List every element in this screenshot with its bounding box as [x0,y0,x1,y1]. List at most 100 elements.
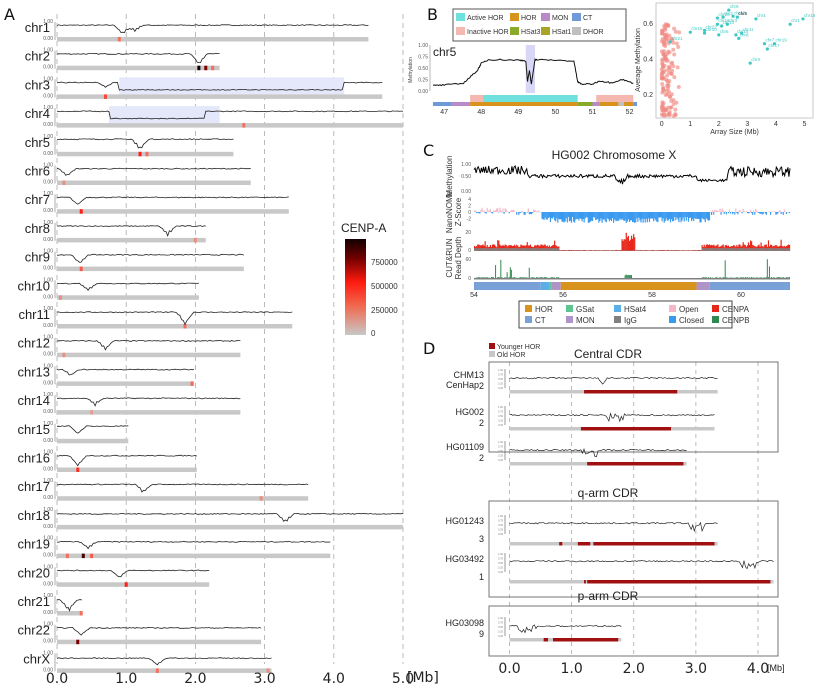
zscore-bar [655,212,657,221]
group-title: p-arm CDR [578,589,639,603]
cenpa-bar [505,244,507,251]
x-tick-label: 1.0 [115,671,137,686]
legend-label: Active HOR [467,15,504,22]
y-axis-label: NanoNOMe [445,190,454,233]
cenpa-bar [775,245,777,251]
younger-hor-segment [577,542,591,546]
legend-label: Old HOR [497,352,525,359]
cenpa-enrichment-mark [197,65,201,71]
zscore-bar [745,211,747,212]
cenpa-bar [583,250,585,251]
cenpa-bar [738,244,740,251]
younger-hor-bar [587,580,771,584]
igg-bar [505,248,507,251]
younger-hor-segment [543,638,549,642]
y-tick-label: 1.00 [43,19,53,25]
scatter-point-active [702,31,707,35]
zscore-bar [646,212,648,223]
chromosome-label: chr14 [17,393,50,408]
igg-bar [551,248,554,251]
igg-bar [529,248,532,251]
zscore-bar [613,212,615,223]
zscore-bar [503,212,505,214]
methylation-line [56,81,383,91]
cenpa-bar [481,245,483,251]
zscore-bar [597,212,599,220]
cenpa-bar [760,242,762,251]
scatter-point-active [772,42,777,46]
scatter-point-active [688,30,692,34]
cenpa-bar [701,245,703,251]
scatter-point-label: chr8 [740,32,749,37]
scatter-point-inactive [673,112,678,117]
zscore-bar [737,212,739,215]
hor-array-bar [57,524,403,530]
panel-b-letter: B [427,5,438,24]
zscore-bar [648,212,651,222]
chromosome-label: chr9 [25,250,50,265]
zscore-bar [564,212,566,222]
zscore-bar [659,212,661,218]
y-tick-label: 0.00 [43,122,53,128]
zscore-bar [567,212,569,217]
zscore-bar [593,212,595,218]
zscore-bar [638,212,640,218]
cenpb-bar [509,267,511,279]
zscore-bar [605,212,607,223]
zscore-bar [498,212,500,213]
igg-bar [497,248,499,251]
zscore-bar [595,212,597,221]
igg-bar [509,248,512,251]
zscore-bar [484,212,486,214]
igg-bar [771,248,773,251]
scatter-point-label: chr7 [765,38,774,43]
igg-bar [780,248,782,251]
legend-item: Closed [669,316,704,325]
legend-label: MON [576,316,595,325]
zscore-bar [716,210,718,212]
cenpa-bar [555,245,557,251]
scatter-point-inactive [672,52,677,57]
igg-bar [719,248,721,251]
igg-bar [781,248,783,251]
zscore-bar [723,212,725,214]
cenpa-enrichment-mark [138,151,142,157]
methylation-line [56,110,404,120]
cenpb-bar [627,274,629,279]
igg-bar [736,248,738,251]
scatter-point-active [801,17,805,21]
zscore-bar [495,210,497,212]
methylation-line [56,311,293,326]
scatter-point-inactive [669,99,674,103]
hor-array-bar [57,65,220,71]
scatter-point-label: chr14 [737,29,749,34]
zscore-bar [546,212,548,220]
zscore-bar [788,212,791,214]
y-tick-label: 0.00 [43,93,53,99]
zscore-bar [543,212,545,220]
scatter-point-label: chr15 [691,26,703,31]
y-tick-label: 1.00 [43,191,53,197]
y-tick-label: 0.25 [498,567,503,570]
cenpa-bar [477,244,479,251]
igg-bar [728,248,731,251]
methylation-line [56,425,129,434]
haplotype-number: 3 [479,534,484,544]
zscore-bar [676,212,678,218]
scatter-point-label: chr22 [706,24,718,29]
legend-item: Inactive HOR [456,27,509,36]
zscore-bar [645,212,647,219]
scatter-point-inactive [665,22,670,27]
legend-tick-label: 250000 [371,306,398,315]
igg-bar [525,248,527,251]
legend-label: Open [679,305,699,314]
igg-bar [783,248,785,251]
zscore-bar [529,212,532,215]
y-tick-label: 0.75 [498,622,503,625]
x-tick-label: 5 [802,121,806,128]
cenpa-enrichment-mark [124,582,128,587]
scatter-point-active [725,22,729,26]
